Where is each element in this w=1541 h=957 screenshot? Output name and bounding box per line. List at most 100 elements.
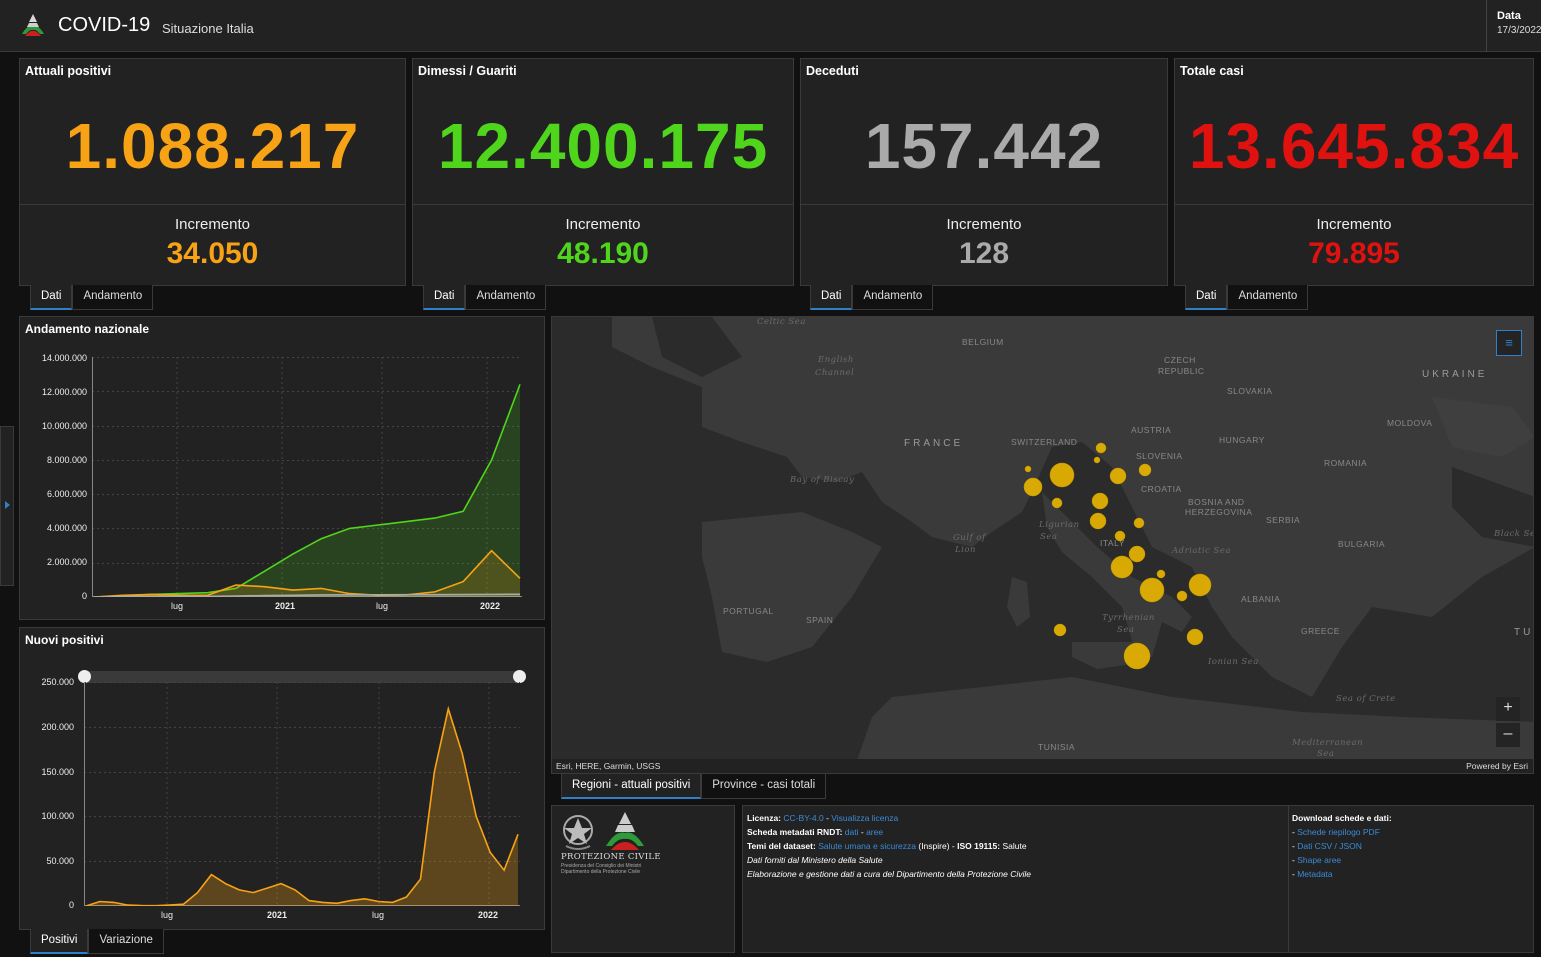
map-label: ROMANIA: [1324, 458, 1368, 468]
logo-sub2: Dipartimento della Protezione Civile: [561, 869, 641, 875]
map-label: SWITZERLAND: [1011, 437, 1078, 447]
map-view[interactable]: Celtic Sea English Channel BELGIUM CZECH…: [551, 316, 1534, 774]
kpi-increment-value: 34.050: [166, 237, 259, 270]
region-bubble: [1133, 517, 1145, 529]
themes-rest: (Inspire) -: [916, 841, 958, 851]
map-label: Sea of Crete: [1336, 694, 1396, 704]
series-line: [85, 705, 519, 906]
map-label: REPUBLIC: [1158, 366, 1205, 376]
kpi-title: Dimessi / Guariti: [418, 64, 517, 78]
data-source-line: Dati forniti dal Ministero della Salute: [747, 855, 883, 865]
region-bubble: [1093, 456, 1101, 464]
side-panel-toggle[interactable]: [0, 426, 14, 586]
region-bubble: [1023, 477, 1043, 497]
range-slider-handle-end[interactable]: [513, 670, 526, 683]
range-slider-handle-start[interactable]: [78, 670, 91, 683]
region-bubble: [1156, 569, 1166, 579]
download-metadata-link[interactable]: Metadata: [1297, 869, 1333, 879]
metadata-aree-link[interactable]: aree: [866, 827, 884, 837]
tab-dati[interactable]: Dati: [423, 285, 466, 310]
tab-variazione[interactable]: Variazione: [88, 929, 164, 954]
zoom-out-button[interactable]: –: [1496, 723, 1520, 747]
info-panel: Licenza: CC-BY-4.0 - Visualizza licenza …: [742, 805, 1534, 953]
map-label: Gulf of: [953, 533, 986, 543]
y-tick: 250.000: [41, 677, 74, 687]
protezione-civile-emblem-icon: [606, 812, 644, 850]
map-label: AUSTRIA: [1131, 425, 1172, 435]
y-tick: 10.000.000: [41, 421, 87, 431]
map-attribution-bar: Esri, HERE, Garmin, USGS Powered by Esri: [552, 759, 1533, 773]
info-divider: [1288, 806, 1289, 952]
separator: -: [858, 827, 867, 837]
map-label: CZECH: [1164, 355, 1196, 365]
map-label: Lion: [955, 545, 976, 555]
legend-list-icon[interactable]: ≡: [1496, 330, 1522, 356]
license-cc-link[interactable]: CC-BY-4.0: [783, 813, 824, 823]
region-bubble: [1024, 465, 1032, 473]
series-line: [93, 384, 521, 597]
map-label: GREECE: [1301, 626, 1340, 636]
tab-andamento[interactable]: Andamento: [465, 285, 547, 310]
powered-by-esri[interactable]: Powered by Esri: [1466, 761, 1528, 771]
themes-link[interactable]: Salute umana e sicurezza: [818, 841, 916, 851]
license-block: Licenza: CC-BY-4.0 - Visualizza licenza …: [747, 811, 1031, 881]
map-label: HERZEGOVINA: [1185, 507, 1253, 517]
map-label: PORTUGAL: [723, 606, 774, 616]
kpi-attuali-positivi: Attuali positivi 1.088.217 Incremento 34…: [19, 58, 406, 286]
y-tick: 0: [68, 900, 74, 910]
kpi-dimessi-guariti: Dimessi / Guariti 12.400.175 Incremento …: [412, 58, 794, 286]
download-item: - Metadata: [1292, 869, 1333, 879]
protezione-civile-logo-icon: [22, 14, 44, 36]
y-tick: 150.000: [41, 767, 74, 777]
tab-regioni[interactable]: Regioni - attuali positivi: [561, 774, 702, 799]
republic-emblem-icon: [563, 815, 593, 850]
region-bubble: [1109, 467, 1127, 485]
tab-andamento[interactable]: Andamento: [852, 285, 934, 310]
region-bubble: [1051, 497, 1063, 509]
map-label: ITALY: [1100, 538, 1125, 548]
y-tick: 200.000: [41, 722, 74, 732]
kpi-tabs-attuali: Dati Andamento: [30, 285, 154, 310]
chart-title: Nuovi positivi: [25, 633, 104, 647]
map-label: MOLDOVA: [1387, 418, 1433, 428]
tab-dati[interactable]: Dati: [810, 285, 853, 310]
new-positives-chart: [84, 682, 520, 906]
metadata-dati-link[interactable]: dati: [844, 827, 859, 837]
map-label: UKRAINE: [1422, 369, 1488, 380]
processing-line: Elaborazione e gestione dati a cura del …: [747, 869, 1031, 879]
tab-dati[interactable]: Dati: [30, 285, 73, 310]
map-basemap: [552, 317, 1533, 773]
tab-andamento[interactable]: Andamento: [72, 285, 154, 310]
kpi-title: Deceduti: [806, 64, 859, 78]
new-positives-tabs: Positivi Variazione: [30, 929, 164, 954]
map-label: ALBANIA: [1241, 594, 1281, 604]
region-bubble: [1049, 462, 1075, 488]
tab-province[interactable]: Province - casi totali: [701, 774, 827, 799]
kpi-totale-casi: Totale casi 13.645.834 Incremento 79.895: [1174, 58, 1534, 286]
view-license-link[interactable]: Visualizza licenza: [831, 813, 899, 823]
kpi-title: Attuali positivi: [25, 64, 112, 78]
kpi-increment-label: Incremento: [565, 216, 641, 233]
y-tick: 50.000: [46, 856, 74, 866]
kpi-value: 1.088.217: [65, 110, 360, 182]
trend-chart: [92, 357, 522, 597]
map-label: Bay of Biscay: [790, 475, 855, 485]
app-title: COVID-19: [58, 14, 151, 36]
map-label: SLOVENIA: [1136, 451, 1183, 461]
download-pdf-link[interactable]: Schede riepilogo PDF: [1297, 827, 1380, 837]
range-slider-track[interactable]: [84, 671, 520, 683]
iso-value: Salute: [1000, 841, 1027, 851]
download-shape-link[interactable]: Shape aree: [1297, 855, 1342, 865]
tab-positivi[interactable]: Positivi: [30, 929, 89, 954]
download-csv-link[interactable]: Dati CSV / JSON: [1297, 841, 1362, 851]
zoom-in-button[interactable]: +: [1496, 697, 1520, 721]
tab-andamento[interactable]: Andamento: [1227, 285, 1309, 310]
map-label: Tyrrhenian: [1102, 613, 1155, 623]
tab-dati[interactable]: Dati: [1185, 285, 1228, 310]
kpi-tabs-guariti: Dati Andamento: [423, 285, 547, 310]
map-label: BOSNIA AND: [1188, 497, 1245, 507]
y-tick: 14.000.000: [41, 353, 87, 363]
new-positives-panel: Nuovi positivi 250.000 200.000 150.000 1…: [19, 627, 545, 930]
y-tick: 4.000.000: [46, 523, 87, 533]
region-bubble: [1110, 555, 1134, 579]
